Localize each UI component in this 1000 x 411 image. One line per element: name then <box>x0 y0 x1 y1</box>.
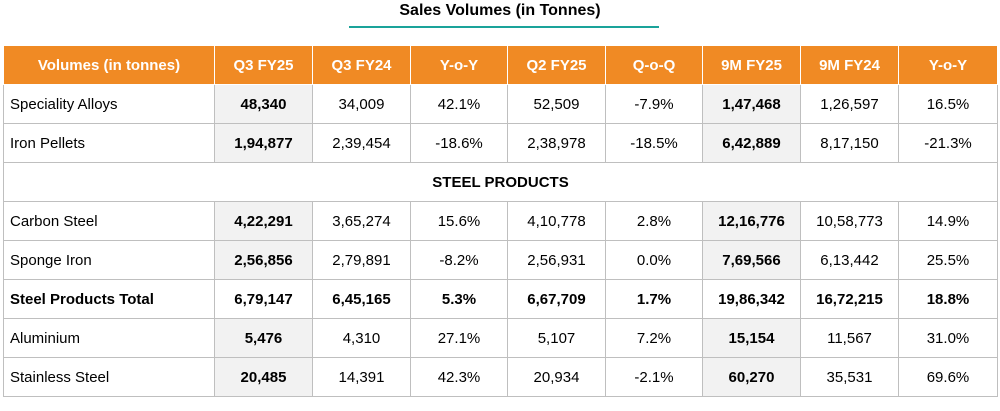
cell-q2fy25: 5,107 <box>507 318 606 358</box>
cell-yoy: 42.1% <box>410 84 508 124</box>
cell-yoy: 42.3% <box>410 357 508 397</box>
cell-qoq: -2.1% <box>605 357 703 397</box>
cell-qoq: 1.7% <box>605 279 703 319</box>
header-cell: Q2 FY25 <box>507 45 606 85</box>
cell-9mfy24: 16,72,215 <box>800 279 899 319</box>
cell-yoy-9m: 14.9% <box>898 201 998 241</box>
cell-q3fy25: 5,476 <box>214 318 313 358</box>
cell-yoy: 5.3% <box>410 279 508 319</box>
cell-9mfy25: 19,86,342 <box>702 279 801 319</box>
section-label: STEEL PRODUCTS <box>3 162 998 202</box>
row-label: Speciality Alloys <box>3 84 215 124</box>
cell-q2fy25: 52,509 <box>507 84 606 124</box>
cell-yoy-9m: 31.0% <box>898 318 998 358</box>
cell-9mfy24: 1,26,597 <box>800 84 899 124</box>
cell-q2fy25: 4,10,778 <box>507 201 606 241</box>
header-cell: Volumes (in tonnes) <box>3 45 215 85</box>
cell-q3fy25: 48,340 <box>214 84 313 124</box>
cell-q2fy25: 6,67,709 <box>507 279 606 319</box>
cell-q3fy24: 4,310 <box>312 318 411 358</box>
row-label: Iron Pellets <box>3 123 215 163</box>
row-label: Carbon Steel <box>3 201 215 241</box>
cell-9mfy24: 10,58,773 <box>800 201 899 241</box>
cell-q3fy25: 6,79,147 <box>214 279 313 319</box>
cell-q3fy24: 34,009 <box>312 84 411 124</box>
cell-qoq: 0.0% <box>605 240 703 280</box>
cell-qoq: 7.2% <box>605 318 703 358</box>
table-row: Iron Pellets 1,94,877 2,39,454 -18.6% 2,… <box>3 123 998 163</box>
cell-9mfy25: 6,42,889 <box>702 123 801 163</box>
row-label: Steel Products Total <box>3 279 215 319</box>
header-cell: Y-o-Y <box>410 45 508 85</box>
cell-yoy-9m: 25.5% <box>898 240 998 280</box>
cell-9mfy24: 6,13,442 <box>800 240 899 280</box>
cell-q3fy24: 2,79,891 <box>312 240 411 280</box>
table-row: Aluminium 5,476 4,310 27.1% 5,107 7.2% 1… <box>3 318 998 358</box>
cell-q3fy25: 4,22,291 <box>214 201 313 241</box>
cell-q2fy25: 2,38,978 <box>507 123 606 163</box>
table-row: Carbon Steel 4,22,291 3,65,274 15.6% 4,1… <box>3 201 998 241</box>
header-cell: Q3 FY25 <box>214 45 313 85</box>
cell-q3fy25: 2,56,856 <box>214 240 313 280</box>
header-row: Volumes (in tonnes) Q3 FY25 Q3 FY24 Y-o-… <box>3 45 998 85</box>
cell-9mfy24: 35,531 <box>800 357 899 397</box>
header-cell: Q3 FY24 <box>312 45 411 85</box>
cell-qoq: -18.5% <box>605 123 703 163</box>
header-cell: Q-o-Q <box>605 45 703 85</box>
cell-qoq: -7.9% <box>605 84 703 124</box>
sales-volumes-table: Volumes (in tonnes) Q3 FY25 Q3 FY24 Y-o-… <box>3 45 998 397</box>
cell-qoq: 2.8% <box>605 201 703 241</box>
row-label: Aluminium <box>3 318 215 358</box>
cell-yoy: 27.1% <box>410 318 508 358</box>
title-area: Sales Volumes (in Tonnes) <box>0 0 1000 40</box>
cell-q3fy24: 6,45,165 <box>312 279 411 319</box>
cell-yoy-9m: 16.5% <box>898 84 998 124</box>
cell-q2fy25: 20,934 <box>507 357 606 397</box>
table-row: Speciality Alloys 48,340 34,009 42.1% 52… <box>3 84 998 124</box>
cell-9mfy25: 7,69,566 <box>702 240 801 280</box>
header-cell: 9M FY24 <box>800 45 899 85</box>
cell-q3fy24: 14,391 <box>312 357 411 397</box>
cell-9mfy25: 60,270 <box>702 357 801 397</box>
cell-q3fy24: 2,39,454 <box>312 123 411 163</box>
cell-9mfy24: 11,567 <box>800 318 899 358</box>
cell-q3fy25: 20,485 <box>214 357 313 397</box>
cell-yoy: -8.2% <box>410 240 508 280</box>
cell-yoy-9m: 69.6% <box>898 357 998 397</box>
cell-yoy: -18.6% <box>410 123 508 163</box>
title-underline <box>349 26 659 28</box>
row-label: Stainless Steel <box>3 357 215 397</box>
header-cell: Y-o-Y <box>898 45 998 85</box>
cell-9mfy25: 1,47,468 <box>702 84 801 124</box>
header-cell: 9M FY25 <box>702 45 801 85</box>
section-row: STEEL PRODUCTS <box>3 162 998 202</box>
cell-yoy: 15.6% <box>410 201 508 241</box>
page-title: Sales Volumes (in Tonnes) <box>399 2 601 19</box>
cell-yoy-9m: 18.8% <box>898 279 998 319</box>
cell-9mfy25: 15,154 <box>702 318 801 358</box>
total-row: Steel Products Total 6,79,147 6,45,165 5… <box>3 279 998 319</box>
cell-yoy-9m: -21.3% <box>898 123 998 163</box>
row-label: Sponge Iron <box>3 240 215 280</box>
table-row: Stainless Steel 20,485 14,391 42.3% 20,9… <box>3 357 998 397</box>
table-row: Sponge Iron 2,56,856 2,79,891 -8.2% 2,56… <box>3 240 998 280</box>
cell-q3fy25: 1,94,877 <box>214 123 313 163</box>
cell-9mfy25: 12,16,776 <box>702 201 801 241</box>
cell-9mfy24: 8,17,150 <box>800 123 899 163</box>
cell-q2fy25: 2,56,931 <box>507 240 606 280</box>
cell-q3fy24: 3,65,274 <box>312 201 411 241</box>
